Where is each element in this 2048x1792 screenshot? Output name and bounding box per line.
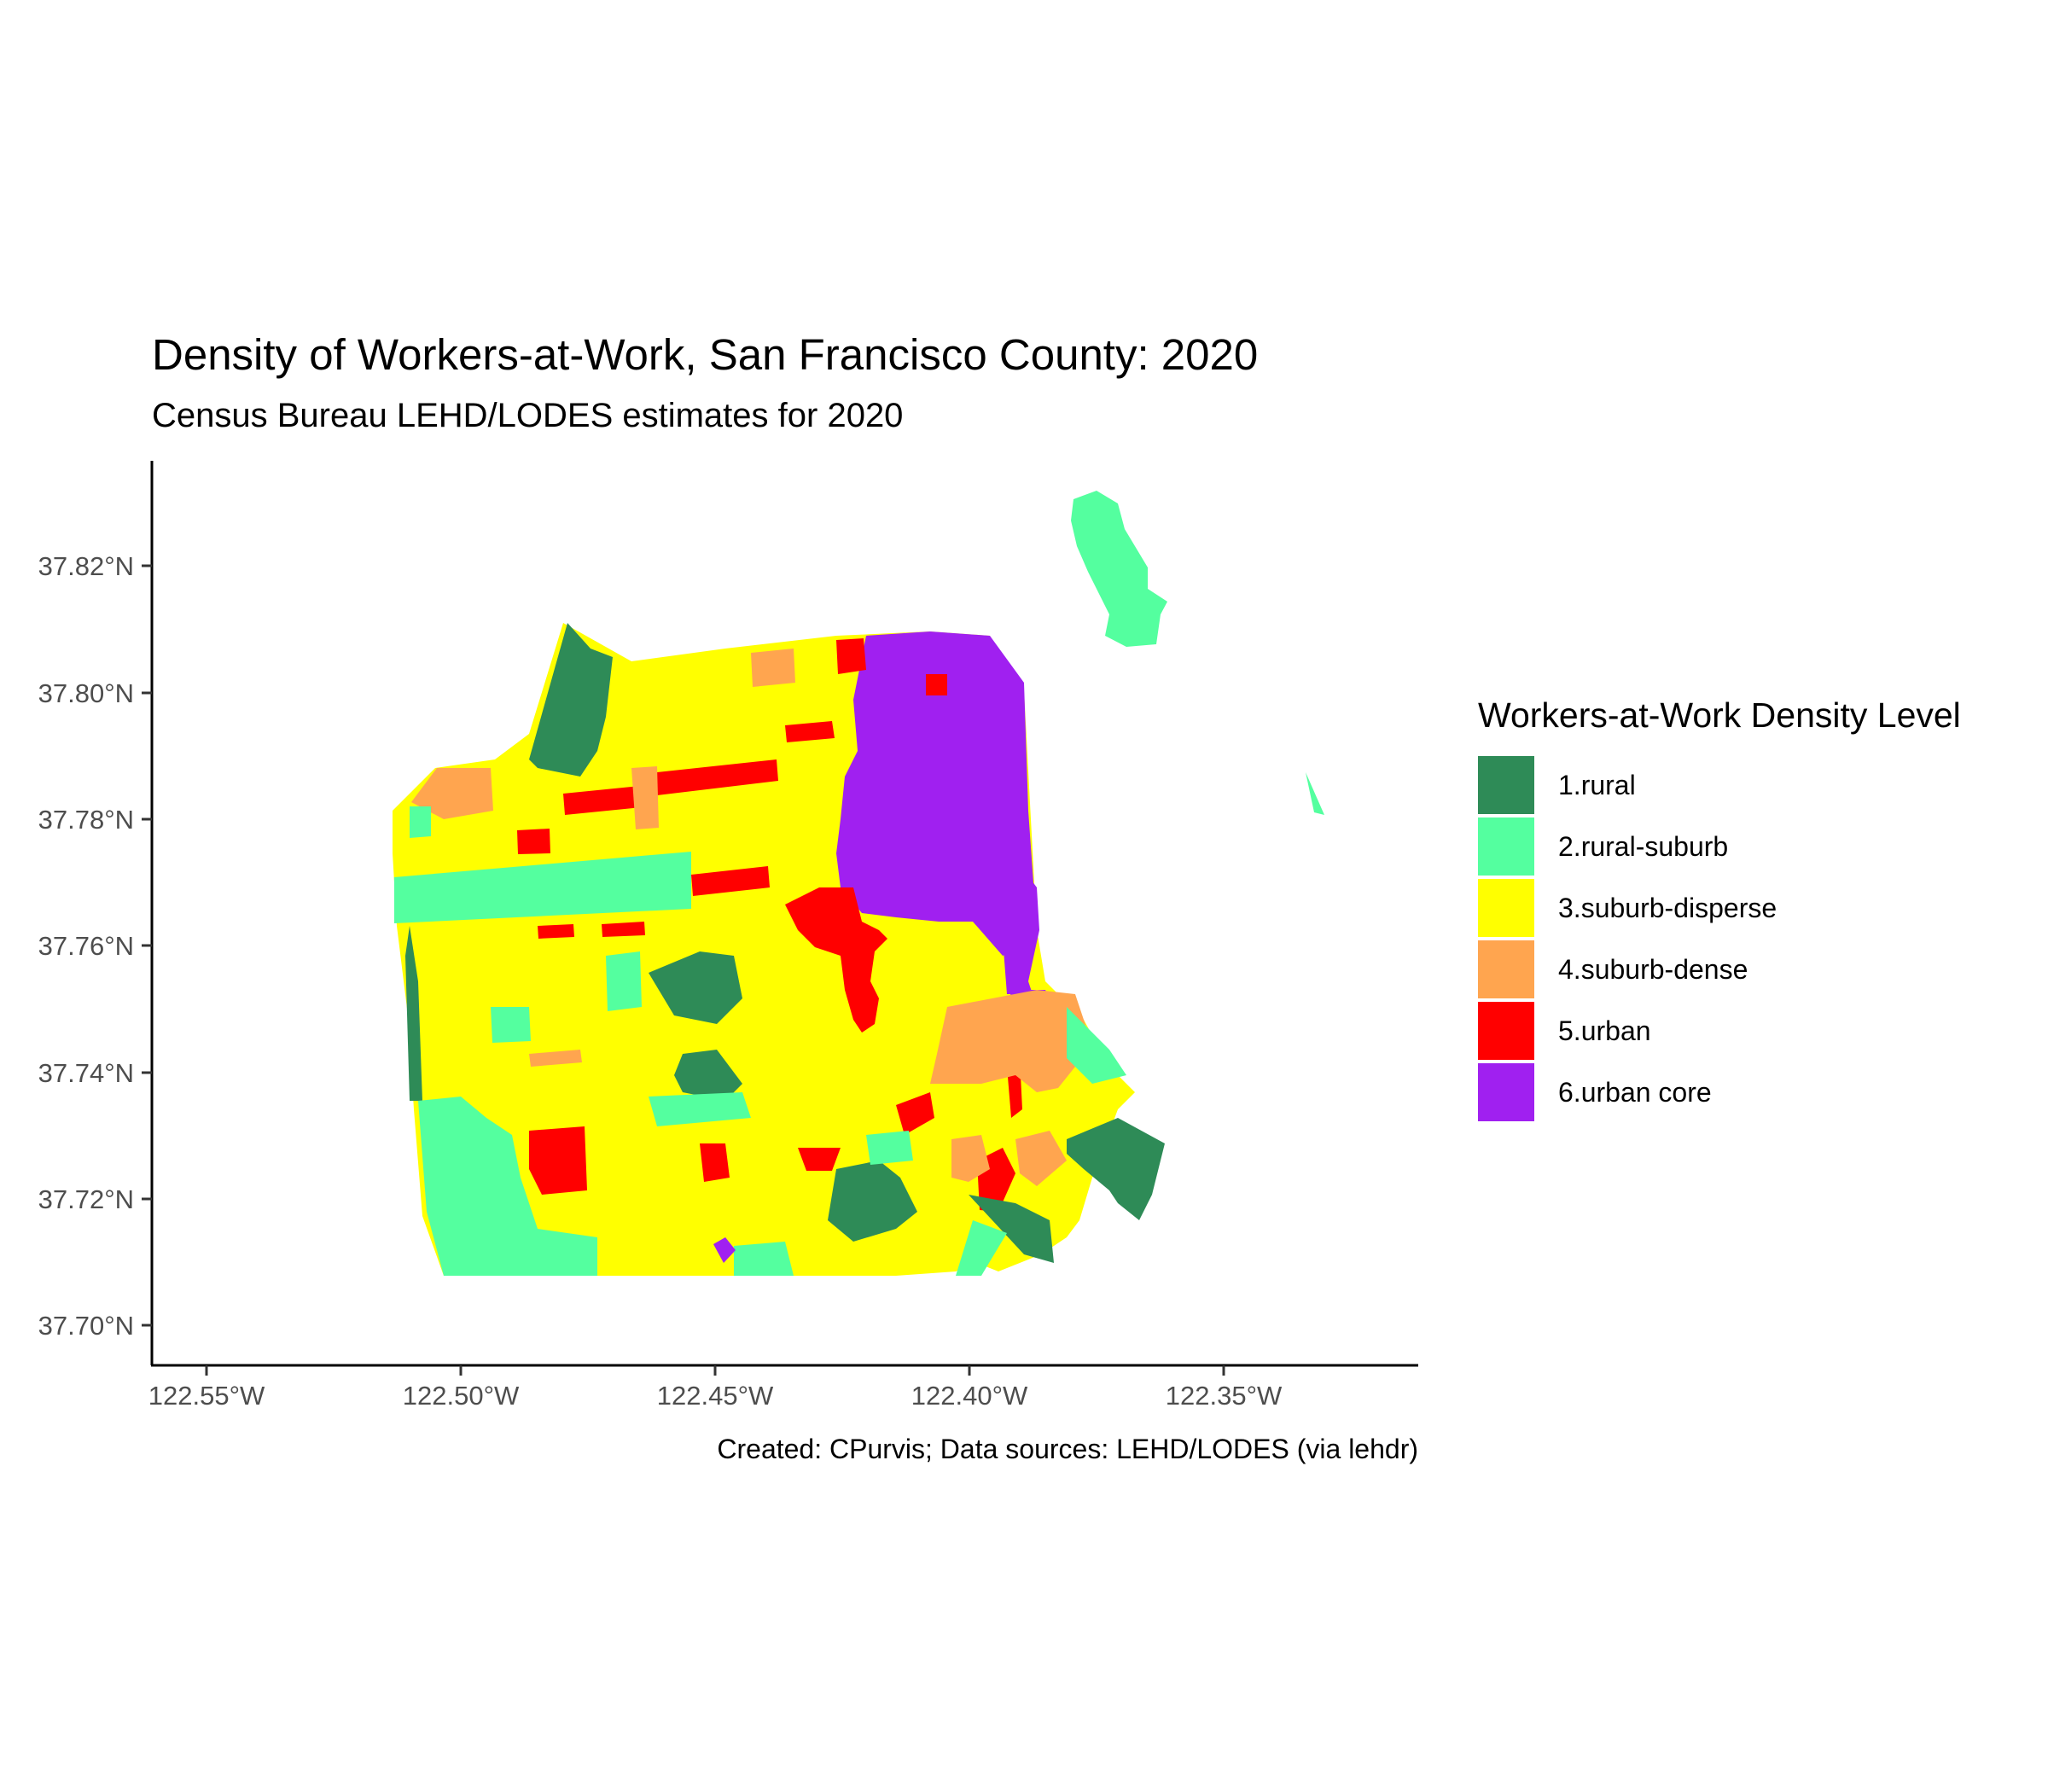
region-golden-gate-park <box>394 852 691 923</box>
region-bayview-dense <box>930 990 1092 1092</box>
region-suburb-a <box>491 1007 531 1043</box>
region-rural-c <box>649 951 742 1024</box>
legend-label: 3.suburb-disperse <box>1558 892 1777 923</box>
region-rural-e <box>405 926 422 1101</box>
region-urban-block-j <box>896 1092 934 1135</box>
legend-label: 5.urban <box>1558 1015 1651 1046</box>
y-tick-label: 37.72°N <box>38 1184 134 1214</box>
region-suburb-h <box>866 1131 913 1165</box>
region-rural-d <box>674 1050 742 1101</box>
region-suburb-d <box>1067 1007 1126 1084</box>
y-tick-label: 37.74°N <box>38 1058 134 1088</box>
region-suburb-f <box>734 1242 794 1276</box>
x-tick-label: 122.55°W <box>148 1381 265 1411</box>
legend-item-rural: 1.rural <box>1478 754 1961 816</box>
region-urban-block-n <box>926 674 947 695</box>
map-caption: Created: CPurvis; Data sources: LEHD/LOD… <box>717 1434 1418 1464</box>
region-downtown-core <box>836 631 1037 956</box>
region-urban-strip-e <box>602 922 645 937</box>
region-mission-bay-core <box>1003 943 1050 1003</box>
x-tick-label: 122.35°W <box>1166 1381 1283 1411</box>
region-presidio <box>529 623 613 777</box>
legend-swatch <box>1478 756 1534 814</box>
region-mission-urban <box>785 887 887 1033</box>
region-core-small <box>713 1237 736 1263</box>
y-tick-label: 37.82°N <box>38 551 134 581</box>
legend-item-suburb-disperse: 3.suburb-disperse <box>1478 877 1961 939</box>
x-tick-label: 122.50°W <box>403 1381 520 1411</box>
y-tick-label: 37.80°N <box>38 678 134 708</box>
legend-item-suburb-dense: 4.suburb-dense <box>1478 939 1961 1000</box>
x-tick-label: 122.45°W <box>657 1381 774 1411</box>
region-urban-strip-d <box>538 924 574 939</box>
axes: 37.82°N 37.80°N 37.78°N 37.76°N 37.74°N … <box>38 461 1418 1411</box>
region-suburb-e <box>956 1220 1007 1276</box>
region-rural-b <box>828 1161 917 1242</box>
legend-item-urban-core: 6.urban core <box>1478 1062 1961 1123</box>
region-urban-block-o <box>785 721 835 742</box>
legend-item-urban: 5.urban <box>1478 1000 1961 1062</box>
region-urban-strip-b <box>563 785 650 815</box>
legend-label: 1.rural <box>1558 769 1636 800</box>
y-tick-label: 37.70°N <box>38 1311 134 1341</box>
legend-swatch <box>1478 1063 1534 1121</box>
y-ticks: 37.82°N 37.80°N 37.78°N 37.76°N 37.74°N … <box>38 551 152 1341</box>
map-title: Density of Workers-at-Work, San Francisc… <box>152 330 1259 379</box>
legend-label: 2.rural-suburb <box>1558 830 1729 862</box>
region-urban-block-m <box>836 638 866 674</box>
map-regions <box>393 491 1324 1276</box>
region-dense-b <box>1015 1131 1067 1186</box>
region-suburb-b <box>606 951 642 1011</box>
y-tick-label: 37.76°N <box>38 931 134 961</box>
region-urban-block-i <box>798 1148 841 1171</box>
region-suburb-g <box>410 806 431 838</box>
legend: Workers-at-Work Density Level 1.rural 2.… <box>1478 695 1961 1123</box>
region-southwest-suburb <box>418 1097 597 1276</box>
legend-title: Workers-at-Work Density Level <box>1478 695 1961 735</box>
region-lands-end <box>411 768 493 819</box>
region-urban-block-h <box>700 1143 730 1182</box>
legend-label: 4.suburb-dense <box>1558 953 1748 985</box>
region-dense-c <box>751 649 795 687</box>
legend-label: 6.urban core <box>1558 1076 1712 1108</box>
legend-swatch <box>1478 879 1534 937</box>
region-suburb-c <box>649 1092 751 1126</box>
x-ticks: 122.55°W 122.50°W 122.45°W 122.40°W 122.… <box>148 1365 1283 1411</box>
legend-swatch <box>1478 940 1534 998</box>
y-tick-label: 37.78°N <box>38 805 134 835</box>
region-urban-strip-a <box>657 759 778 795</box>
region-urban-block-g <box>529 1126 587 1195</box>
map-subtitle: Census Bureau LEHD/LODES estimates for 2… <box>152 397 904 434</box>
region-hunters-point <box>1067 1118 1165 1220</box>
legend-swatch <box>1478 1002 1534 1060</box>
region-urban-block-f <box>517 829 550 854</box>
region-urban-strip-c <box>691 866 770 896</box>
region-dense-a <box>951 1135 990 1182</box>
region-dense-e <box>631 766 659 829</box>
region-dense-d <box>529 1050 582 1067</box>
region-rural-f <box>969 1195 1054 1263</box>
region-treasure-island <box>1071 491 1167 647</box>
legend-item-rural-suburb: 2.rural-suburb <box>1478 816 1961 877</box>
x-tick-label: 122.40°W <box>911 1381 1028 1411</box>
region-small-island <box>1306 772 1324 815</box>
legend-swatch <box>1478 817 1534 876</box>
